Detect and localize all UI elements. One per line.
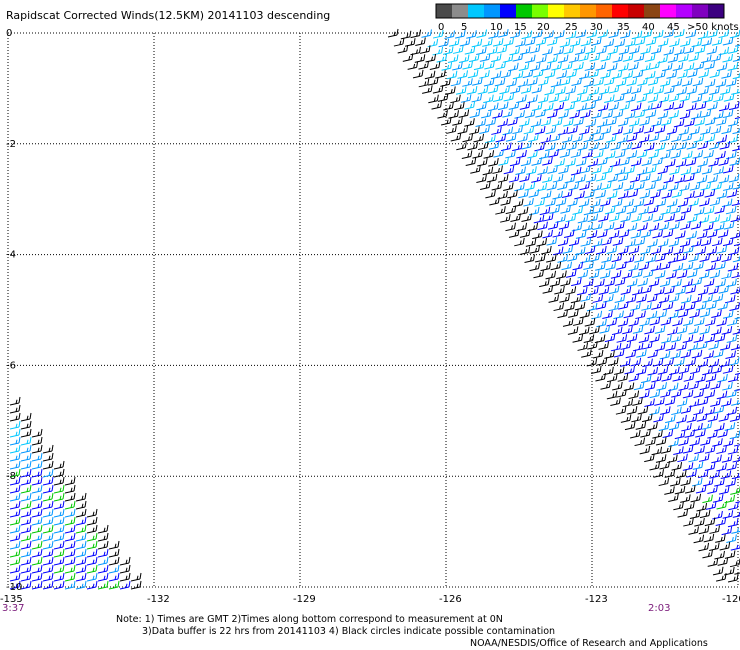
- legend-swatch: [644, 4, 661, 18]
- legend-label: 15: [514, 22, 527, 33]
- legend-swatch: [484, 4, 501, 18]
- lon-tick-label: -126: [439, 594, 462, 605]
- legend-swatch: [580, 4, 597, 18]
- legend-label: 40: [642, 22, 655, 33]
- legend-label: 20: [537, 22, 550, 33]
- lon-tick-label: -120: [722, 594, 740, 605]
- legend-swatch: [660, 4, 677, 18]
- legend-swatch: [468, 4, 485, 18]
- lon-tick-label: -129: [293, 594, 316, 605]
- note-line-2: 3)Data buffer is 22 hrs from 20141103 4)…: [142, 626, 556, 637]
- axis-labels: -135 -132 -129 -126 -123 -120 0 -2 -4 -6 -8 -10 3:37…: [0, 28, 740, 614]
- map-grid: [7, 32, 739, 588]
- legend-swatch: [516, 4, 533, 18]
- legend-swatch: [500, 4, 517, 18]
- legend-label: 30: [590, 22, 603, 33]
- legend-swatch: [532, 4, 549, 18]
- time-right: 2:03: [648, 603, 670, 614]
- lon-tick-label: -123: [585, 594, 608, 605]
- legend-swatch: [436, 4, 453, 18]
- legend-label: 35: [617, 22, 630, 33]
- legend-swatch: [708, 4, 725, 18]
- lon-tick-label: -135: [0, 594, 23, 605]
- color-legend: 0 5 10 15 20 25 30 35 40 45 >50 knots: [435, 3, 739, 33]
- legend-swatch: [548, 4, 565, 18]
- legend-label: >50 knots: [687, 22, 739, 33]
- lat-tick-label: 0: [6, 28, 12, 39]
- legend-swatch: [628, 4, 645, 18]
- legend-label: 25: [565, 22, 578, 33]
- wind-barbs: [9, 28, 740, 590]
- note-line-1: Note: 1) Times are GMT 2)Times along bot…: [116, 614, 503, 625]
- legend-label: 5: [461, 22, 467, 33]
- chart-title: Rapidscat Corrected Winds(12.5KM) 201411…: [6, 9, 331, 22]
- legend-swatch: [676, 4, 693, 18]
- legend-swatch: [692, 4, 709, 18]
- legend-swatch: [564, 4, 581, 18]
- note-line-3: NOAA/NESDIS/Office of Research and Appli…: [470, 638, 708, 649]
- legend-label: 45: [667, 22, 680, 33]
- lat-tick-label: -4: [6, 250, 16, 261]
- time-left: 3:37: [2, 603, 24, 614]
- lat-tick-label: -10: [6, 582, 22, 593]
- legend-swatch: [452, 4, 469, 18]
- legend-label: 10: [490, 22, 503, 33]
- lon-tick-label: -132: [147, 594, 170, 605]
- legend-swatch: [596, 4, 613, 18]
- legend-swatch: [612, 4, 629, 18]
- lat-tick-label: -6: [6, 360, 16, 371]
- lat-tick-label: -8: [6, 471, 16, 482]
- lat-tick-label: -2: [6, 139, 16, 150]
- legend-label: 0: [438, 22, 444, 33]
